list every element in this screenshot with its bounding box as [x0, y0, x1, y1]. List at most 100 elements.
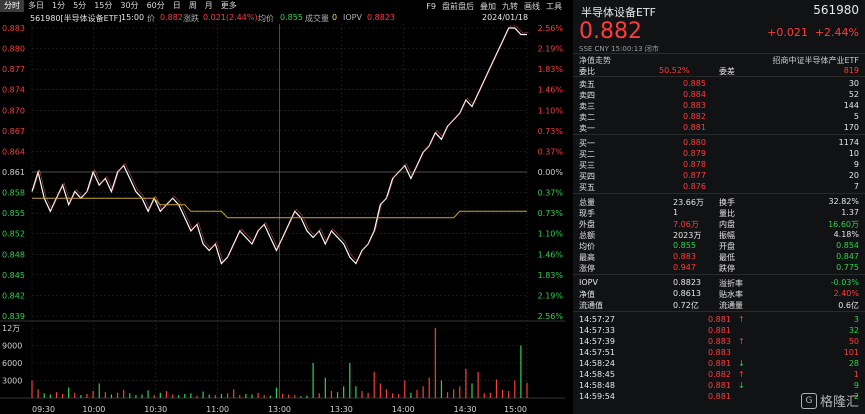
panel-sub-header: 净值走势 招商中证半导体产业ETF: [573, 53, 865, 65]
tool-3[interactable]: 九转: [502, 1, 518, 11]
trade-volume: 101: [843, 348, 859, 357]
info-iopv: 0.8823: [367, 13, 395, 22]
info-price: 0.882: [160, 13, 183, 22]
stat-value: 1: [673, 208, 679, 217]
stat-label: 涨停: [579, 264, 595, 273]
tool-2[interactable]: 叠加: [480, 1, 496, 11]
trade-price: 0.881: [708, 326, 731, 335]
stat-label: 现手: [579, 209, 595, 218]
tab-10[interactable]: 更多: [220, 1, 237, 10]
tab-5[interactable]: 30分: [120, 1, 139, 10]
weicha-value: 819: [843, 66, 859, 75]
orderbook-label: 买二: [579, 150, 595, 159]
y-tick-label-left: 0.880: [2, 45, 25, 54]
y-tick-label-right: 0.73%: [538, 127, 564, 136]
orderbook-volume: 10: [848, 149, 859, 158]
volume-tick-label: 9000: [2, 342, 22, 351]
orderbook-row: 买一 0.880 1174: [573, 137, 865, 148]
price-chart[interactable]: 0.883 2.56% 0.880 2.19% 0.877 1.83% 0.874 1.46%…: [0, 24, 565, 414]
y-tick-label-left: 0.842: [2, 291, 25, 300]
y-tick-label-right: 1.10%: [538, 230, 564, 239]
weibi-row: 委比 50.52% 委差 819: [573, 65, 865, 76]
info-avg-label: 均价: [258, 14, 274, 23]
y-tick-label-left: 0.852: [2, 230, 25, 239]
trade-time: 14:57:33: [579, 326, 615, 335]
stat-value: 0.947: [673, 263, 696, 272]
orderbook-price: 0.885: [683, 79, 706, 88]
trade-time: 14:57:27: [579, 315, 615, 324]
trade-row: 14:57:33 0.881 32: [573, 325, 865, 336]
orderbook-volume: 52: [848, 90, 859, 99]
trade-volume: 1: [853, 370, 859, 379]
stat-value: 7.06万: [673, 220, 699, 229]
stat-label: 贴水率: [719, 290, 743, 299]
y-tick-label-right: 1.83%: [538, 65, 564, 74]
stat-value: 0.6亿: [838, 301, 859, 310]
intraday-chart-area: 分时 多日 1分 5分 15分 30分 60分日周月更多 F9 盘前盘后 叠加 九转 画线 工具 561…: [0, 0, 565, 414]
tab-7[interactable]: 日: [172, 1, 181, 10]
orderbook-label: 卖二: [579, 113, 595, 122]
tab-0[interactable]: 分时: [0, 0, 24, 12]
stat-value: 0.72亿: [673, 301, 699, 310]
trade-row: 14:57:27 0.881 ↑ 3: [573, 314, 865, 325]
x-tick-label: 13:00: [268, 405, 291, 414]
nav-trend-link[interactable]: 净值走势: [579, 56, 611, 65]
tab-6[interactable]: 60分: [146, 1, 165, 10]
y-tick-label-left: 0.848: [2, 250, 25, 259]
y-tick-label-left: 0.874: [2, 86, 25, 95]
trade-volume: 2: [853, 392, 859, 401]
trade-up-arrow-icon: ↑: [738, 370, 745, 379]
weicha-label: 委差: [719, 67, 735, 76]
stat-row: 最高 0.883 最低 0.847: [573, 251, 865, 262]
orderbook-price: 0.878: [683, 160, 706, 169]
stat-value: 16.60万: [828, 220, 859, 229]
x-tick-label: 10:30: [144, 405, 167, 414]
y-tick-label-right: 0.37%: [538, 147, 564, 156]
panel-change: +0.021 +2.44%: [767, 26, 859, 39]
trade-price: 0.881: [708, 381, 731, 390]
x-tick-label: 14:00: [392, 405, 415, 414]
tool-5[interactable]: 工具: [546, 1, 562, 11]
panel-meta: SSE CNY 15:00:13 闭市: [579, 45, 659, 53]
trade-time: 14:58:48: [579, 381, 615, 390]
trade-price: 0.882: [708, 370, 731, 379]
stat-value: 0.8823: [673, 278, 701, 287]
info-change: 0.021(2.44%): [203, 13, 258, 22]
iopv-line: [33, 25, 529, 263]
trade-row: 14:57:39 0.883 ↑ 50: [573, 336, 865, 347]
orderbook-row: 卖一 0.881 170: [573, 122, 865, 133]
tab-8[interactable]: 周: [188, 1, 197, 10]
stat-row: 涨停 0.947 跌停 0.775: [573, 262, 865, 273]
stat-value: 0.847: [836, 252, 859, 261]
trade-volume: 32: [848, 326, 859, 335]
x-tick-label: 13:30: [330, 405, 353, 414]
trade-price: 0.881: [708, 315, 731, 324]
tab-9[interactable]: 月: [204, 1, 213, 10]
stat-label: 均价: [579, 242, 595, 251]
orderbook-row: 买四 0.877 20: [573, 170, 865, 181]
tool-0[interactable]: F9: [426, 1, 436, 11]
panel-title: 半导体设备ETF: [581, 6, 656, 19]
fund-name-link[interactable]: 招商中证半导体产业ETF: [772, 56, 859, 65]
trade-row: 14:58:24 0.881 ↓ 28: [573, 358, 865, 369]
tab-2[interactable]: 1分: [52, 1, 66, 10]
tool-1[interactable]: 盘前盘后: [442, 1, 474, 11]
watermark-logo: G 格隆汇: [800, 391, 859, 410]
trade-time: 14:58:24: [579, 359, 615, 368]
g-logo-icon: G: [800, 392, 817, 409]
tab-1[interactable]: 多日: [28, 1, 44, 10]
trade-row: 14:58:48 0.881 ↓ 9: [573, 380, 865, 391]
stat-label: 净值: [579, 290, 595, 299]
y-tick-label-right: 2.56%: [538, 24, 564, 33]
tab-4[interactable]: 15分: [94, 1, 113, 10]
x-tick-label: 09:30: [32, 405, 55, 414]
tool-4[interactable]: 画线: [524, 1, 540, 11]
stat-value: 2023万: [673, 231, 702, 240]
y-tick-label-right: 2.19%: [538, 45, 564, 54]
stat-label: 流通值: [579, 301, 603, 310]
y-tick-label-left: 0.845: [2, 271, 25, 280]
watermark-text: 格隆汇: [819, 395, 859, 410]
tab-3[interactable]: 5分: [73, 1, 87, 10]
quote-panel: 半导体设备ETF 561980 0.882 +0.021 +2.44% SSE …: [573, 0, 865, 414]
info-code-name: 561980[半导体设备ETF]: [30, 14, 122, 23]
